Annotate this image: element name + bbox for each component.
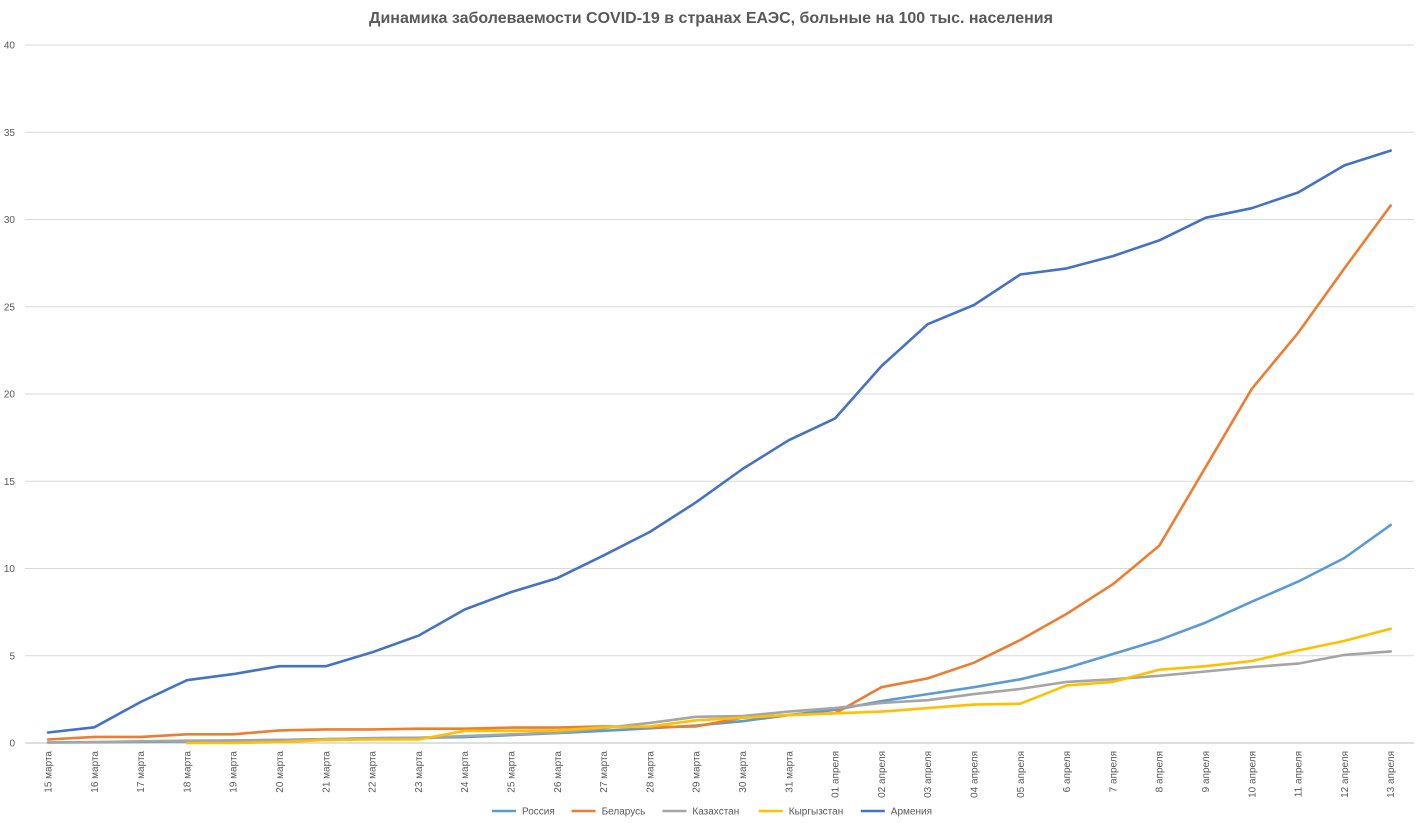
y-tick-label: 30 — [4, 215, 16, 226]
y-tick-label: 10 — [4, 564, 16, 575]
series-line — [185, 627, 1392, 745]
y-tick-label: 25 — [4, 302, 16, 313]
x-axis-ticks: 15 марта 16 марта 17 марта 18 марта 19 марта… — [44, 751, 1398, 798]
x-tick-label: 23 марта — [414, 751, 425, 793]
series-line — [46, 149, 1392, 734]
legend-item: Россия — [492, 807, 555, 818]
x-tick-label: 16 марта — [90, 751, 101, 793]
series-line — [46, 650, 1392, 744]
x-tick-label: 24 марта — [460, 751, 471, 793]
series-line — [46, 523, 1392, 744]
x-tick-label: 22 марта — [368, 751, 379, 793]
series-lines — [46, 149, 1392, 745]
x-tick-label: 17 марта — [136, 751, 147, 793]
series-path — [46, 149, 1392, 734]
series-path — [46, 204, 1392, 741]
x-tick-label: 21 марта — [321, 751, 332, 793]
x-tick-label: 10 апреля — [1247, 751, 1258, 798]
legend-item: Армения — [860, 807, 932, 818]
y-tick-label: 40 — [4, 41, 16, 52]
y-tick-label: 35 — [4, 128, 16, 139]
x-tick-label: 8 апреля — [1155, 751, 1166, 792]
legend-label: Казахстан — [692, 807, 739, 818]
y-tick-label: 15 — [4, 477, 16, 488]
x-tick-label: 20 марта — [275, 751, 286, 793]
legend-label: Беларусь — [602, 807, 646, 818]
x-tick-label: 19 марта — [229, 751, 240, 793]
x-tick-label: 6 апреля — [1062, 751, 1073, 792]
x-tick-label: 18 марта — [182, 751, 193, 793]
x-tick-label: 01 апреля — [831, 751, 842, 798]
x-tick-label: 04 апреля — [970, 751, 981, 798]
legend-item: Беларусь — [571, 807, 646, 818]
x-tick-label: 29 марта — [692, 751, 703, 793]
x-tick-label: 13 апреля — [1386, 751, 1397, 798]
x-tick-label: 12 апреля — [1340, 751, 1351, 798]
x-tick-label: 02 апреля — [877, 751, 888, 798]
series-path — [46, 650, 1392, 744]
legend-label: Кыргызстан — [789, 807, 843, 818]
legend-label: Армения — [891, 807, 932, 818]
legend: Россия Беларусь Казахстан Кыргызстан Армения — [492, 807, 932, 818]
x-tick-label: 05 апреля — [1016, 751, 1027, 798]
x-tick-label: 28 марта — [645, 751, 656, 793]
x-tick-label: 27 марта — [599, 751, 610, 793]
x-tick-label: 26 марта — [553, 751, 564, 793]
series-path — [185, 627, 1392, 745]
x-tick-label: 30 марта — [738, 751, 749, 793]
x-tick-label: 11 апреля — [1294, 751, 1305, 797]
y-axis-ticks: 0 5 10 15 20 25 30 35 40 — [4, 41, 16, 750]
series-line — [46, 204, 1392, 741]
x-tick-label: 03 апреля — [923, 751, 934, 798]
gridlines — [25, 44, 1414, 744]
x-tick-label: 9 апреля — [1201, 751, 1212, 792]
legend-item: Казахстан — [662, 807, 739, 818]
legend-label: Россия — [522, 807, 555, 818]
x-tick-label: 31 марта — [784, 751, 795, 793]
legend-item: Кыргызстан — [758, 807, 843, 818]
x-tick-label: 15 марта — [44, 751, 55, 793]
x-tick-label: 25 марта — [507, 751, 518, 793]
series-path — [46, 523, 1392, 744]
y-tick-label: 0 — [9, 739, 15, 750]
y-tick-label: 5 — [9, 651, 15, 662]
chart-title: Динамика заболеваемости COVID-19 в стран… — [369, 10, 1053, 27]
x-tick-label: 7 апреля — [1108, 751, 1119, 792]
y-tick-label: 20 — [4, 390, 16, 401]
